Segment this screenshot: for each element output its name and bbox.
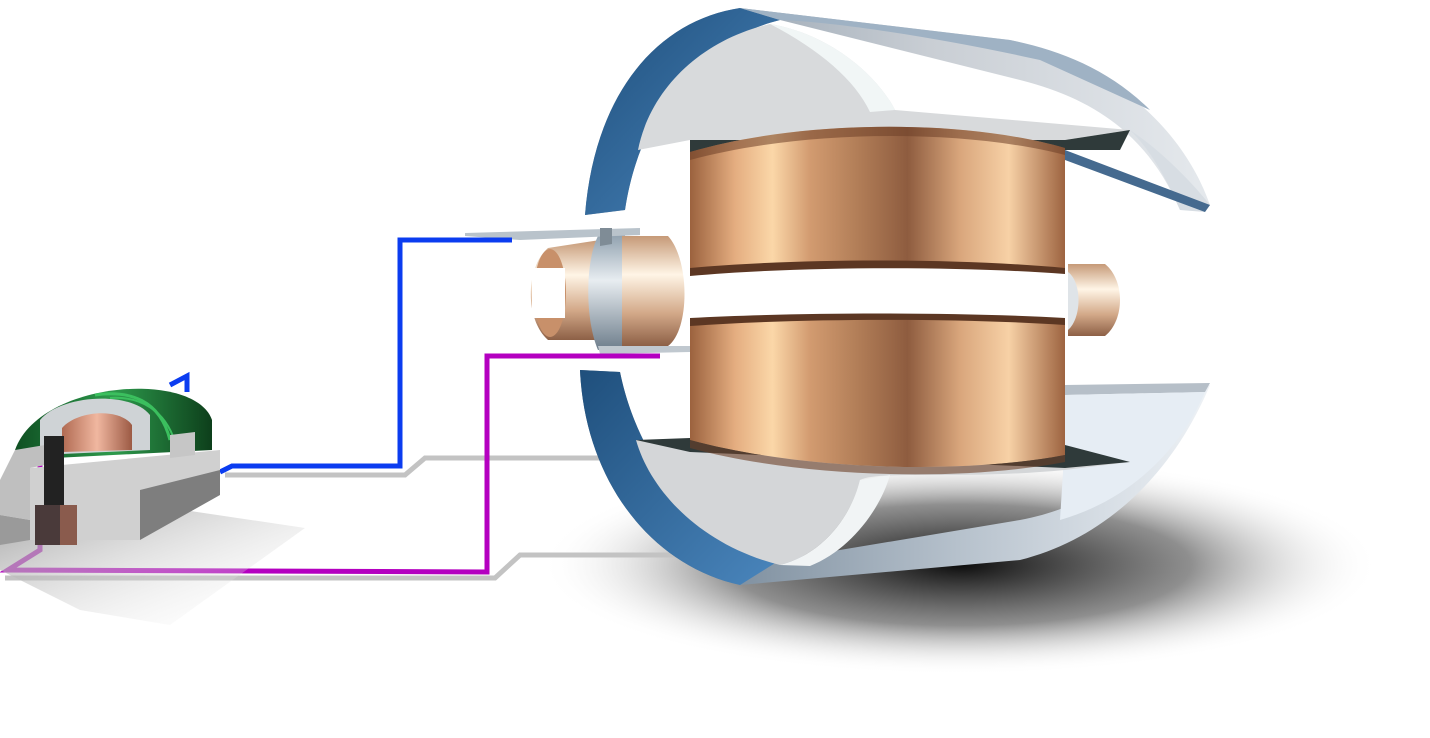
magnet-housing-icon [580, 8, 1210, 585]
shaft-right-icon [1068, 264, 1120, 336]
copper-coil-icon [690, 126, 1065, 475]
wire-positive [218, 237, 512, 475]
brush-icon [465, 228, 690, 354]
commutator-icon [530, 234, 685, 350]
wire-shadow-lower [5, 552, 690, 581]
wire-shadow-upper [225, 455, 650, 478]
field-coil-icon [0, 388, 305, 625]
wire-positive-tail [168, 371, 190, 392]
